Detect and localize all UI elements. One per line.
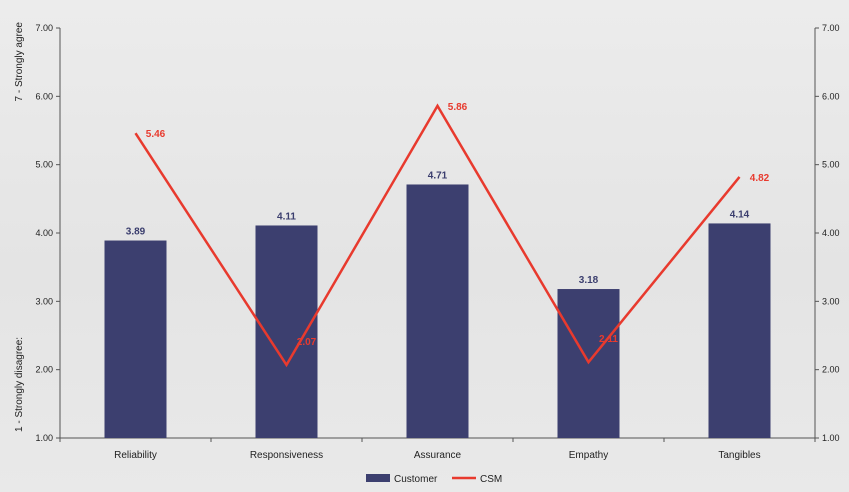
bar [708,223,771,438]
y-tick-label-right: 5.00 [822,160,840,170]
bar-data-label: 3.18 [579,275,599,286]
legend-label-csm: CSM [480,474,502,485]
line-data-label: 5.86 [448,102,468,113]
y-tick-label-right: 3.00 [822,296,840,306]
line-data-label: 2.11 [599,334,618,345]
legend-label-customer: Customer [394,474,438,485]
y-tick-label-right: 4.00 [822,228,840,238]
legend: Customer CSM [366,474,502,485]
y-tick-label-right: 7.00 [822,23,840,33]
line-layer [134,103,741,368]
y-tick-label-left: 6.00 [35,91,53,101]
x-tick-label: Empathy [569,450,608,461]
bar-data-label: 4.14 [730,209,750,220]
line-data-label: 4.82 [750,173,770,184]
y-tick-label-left: 1.00 [35,433,53,443]
y-tick-label-left: 7.00 [35,23,53,33]
bar [406,184,469,438]
y-axis-label-top: 7 - Strongly agree [14,22,25,102]
line-data-label: 2.07 [297,337,317,348]
line-data-label: 5.46 [146,129,166,140]
x-tick-label: Reliability [114,450,157,461]
bar-data-label: 4.71 [428,170,448,181]
y-tick-label-right: 2.00 [822,365,840,375]
x-tick-label: Tangibles [718,450,760,461]
bar [104,240,167,438]
y-tick-label-left: 2.00 [35,365,53,375]
x-tick-label: Assurance [414,450,462,461]
y-tick-label-left: 4.00 [35,228,53,238]
legend-swatch-customer [366,474,390,482]
y-tick-label-left: 3.00 [35,296,53,306]
y-axis-label-bottom: 1 - Strongly disagree: [14,337,25,432]
bar-data-label: 3.89 [126,227,146,238]
y-tick-label-right: 6.00 [822,91,840,101]
csm-line [134,103,741,368]
bars-layer [104,184,771,438]
labels-layer: 3.89 4.11 4.71 3.18 4.14 5.46 2.07 5.86 2.11 4.82 [126,102,770,348]
bar-data-label: 4.11 [277,211,296,222]
x-tick-label: Responsiveness [250,450,323,461]
y-tick-label-left: 5.00 [35,160,53,170]
axes-layer: 1.00 1.00 2.00 2.00 3.00 3.00 4.00 4.00 5.00 5.00… [14,22,840,461]
y-tick-label-right: 1.00 [822,433,840,443]
